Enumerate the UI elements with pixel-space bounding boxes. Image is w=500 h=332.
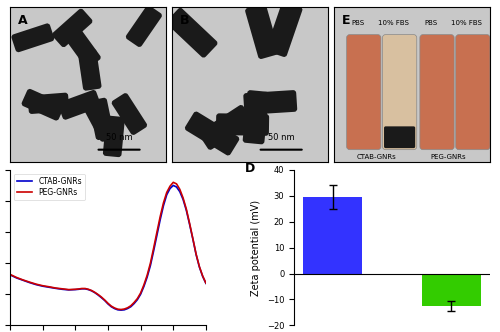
Y-axis label: Zeta potential (mV): Zeta potential (mV) bbox=[252, 200, 262, 296]
PEG-GNRs bbox=[200, 274, 205, 278]
PEG-GNRs bbox=[203, 281, 209, 285]
FancyBboxPatch shape bbox=[52, 9, 92, 47]
FancyBboxPatch shape bbox=[58, 90, 101, 120]
Text: PBS: PBS bbox=[424, 20, 438, 26]
FancyBboxPatch shape bbox=[22, 89, 64, 121]
FancyBboxPatch shape bbox=[216, 113, 269, 136]
FancyBboxPatch shape bbox=[244, 90, 297, 115]
FancyBboxPatch shape bbox=[198, 105, 253, 150]
Text: E: E bbox=[342, 14, 350, 28]
Text: CTAB-GNRs: CTAB-GNRs bbox=[356, 154, 396, 160]
FancyBboxPatch shape bbox=[382, 35, 417, 150]
CTAB-GNRs bbox=[76, 287, 82, 291]
PEG-GNRs bbox=[150, 246, 156, 250]
Line: CTAB-GNRs: CTAB-GNRs bbox=[10, 186, 206, 310]
FancyBboxPatch shape bbox=[88, 98, 114, 140]
Bar bbox=[422, 274, 481, 306]
CTAB-GNRs bbox=[7, 273, 13, 277]
Legend: CTAB-GNRs, PEG-GNRs: CTAB-GNRs, PEG-GNRs bbox=[14, 174, 85, 200]
PEG-GNRs bbox=[88, 289, 94, 292]
CTAB-GNRs bbox=[92, 291, 98, 295]
CTAB-GNRs bbox=[118, 308, 124, 312]
PEG-GNRs bbox=[160, 201, 166, 205]
PEG-GNRs bbox=[76, 287, 82, 291]
FancyBboxPatch shape bbox=[64, 27, 101, 68]
Text: 50 nm: 50 nm bbox=[268, 133, 294, 142]
PEG-GNRs bbox=[7, 272, 13, 276]
FancyBboxPatch shape bbox=[420, 35, 454, 150]
FancyBboxPatch shape bbox=[103, 116, 125, 157]
CTAB-GNRs bbox=[150, 249, 156, 253]
CTAB-GNRs bbox=[160, 204, 166, 208]
PEG-GNRs bbox=[92, 290, 98, 294]
Text: D: D bbox=[245, 162, 256, 175]
FancyBboxPatch shape bbox=[242, 90, 269, 144]
CTAB-GNRs bbox=[170, 184, 176, 188]
Text: PEG-GNRs: PEG-GNRs bbox=[430, 154, 466, 160]
FancyBboxPatch shape bbox=[78, 49, 102, 91]
CTAB-GNRs bbox=[88, 289, 94, 293]
FancyBboxPatch shape bbox=[12, 23, 54, 52]
FancyBboxPatch shape bbox=[28, 93, 69, 114]
CTAB-GNRs bbox=[203, 282, 209, 286]
Line: PEG-GNRs: PEG-GNRs bbox=[10, 182, 206, 309]
FancyBboxPatch shape bbox=[84, 99, 117, 142]
FancyBboxPatch shape bbox=[166, 8, 218, 58]
Text: 10% FBS: 10% FBS bbox=[378, 20, 409, 26]
FancyBboxPatch shape bbox=[384, 126, 415, 148]
Text: B: B bbox=[180, 14, 190, 28]
Text: PBS: PBS bbox=[351, 20, 364, 26]
FancyBboxPatch shape bbox=[346, 35, 381, 150]
FancyBboxPatch shape bbox=[112, 93, 147, 135]
Bar bbox=[303, 197, 362, 274]
FancyBboxPatch shape bbox=[245, 4, 280, 59]
Text: 10% FBS: 10% FBS bbox=[451, 20, 482, 26]
FancyBboxPatch shape bbox=[185, 112, 240, 156]
FancyBboxPatch shape bbox=[456, 35, 490, 150]
PEG-GNRs bbox=[118, 307, 124, 311]
FancyBboxPatch shape bbox=[126, 5, 162, 47]
FancyBboxPatch shape bbox=[266, 1, 302, 57]
PEG-GNRs bbox=[170, 180, 176, 184]
CTAB-GNRs bbox=[200, 274, 205, 278]
Text: 50 nm: 50 nm bbox=[106, 133, 132, 142]
Text: A: A bbox=[18, 14, 28, 28]
